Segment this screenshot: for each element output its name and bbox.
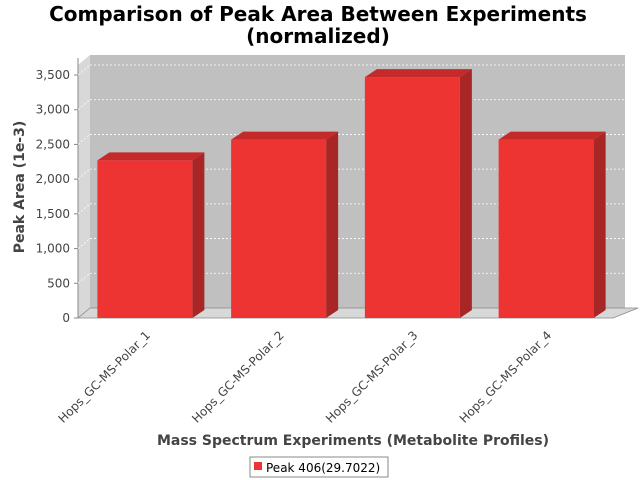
bar-top [231,131,339,140]
legend-swatch [254,462,262,470]
bar [498,139,594,318]
y-axis: 0 500 1,000 1,500 2,000 2,500 3,000 3,500 [36,68,78,325]
x-tick-label: Hops_GC-MS-Polar_2 [189,328,287,426]
plot-background [90,55,625,308]
bar-top [498,131,606,140]
chart-subtitle: (normalized) [246,24,390,48]
gridline-side [77,99,91,111]
x-axis-label: Mass Spectrum Experiments (Metabolite Pr… [157,433,549,449]
bar-side [459,69,472,318]
legend-label: Peak 406(29.7022) [266,461,380,475]
bars [97,69,606,318]
bar-side [326,131,339,318]
bar-top [364,69,472,78]
y-tick-label: 500 [47,276,70,290]
bar [231,139,327,318]
y-tick-label: 2,000 [36,172,70,186]
chart-title: Comparison of Peak Area Between Experime… [49,2,587,26]
gridline-side [77,64,91,76]
bar [97,160,193,318]
y-axis-label: Peak Area (1e-3) [12,121,28,254]
gridline-side [77,168,91,180]
bar-side [192,152,205,318]
y-tick-label: 0 [62,311,70,325]
y-tick-label: 3,500 [36,68,70,82]
bar [364,77,460,318]
legend: Peak 406(29.7022) [249,456,389,478]
gridline-side [77,203,91,215]
plot-area [76,55,639,319]
x-axis: Hops_GC-MS-Polar_1 Hops_GC-MS-Polar_2 Hops… [55,328,554,426]
gridline-side [77,134,91,145]
y-tick-label: 3,000 [36,103,70,117]
y-tick-label: 2,500 [36,137,70,151]
side-wall [78,55,90,318]
gridline-side [77,238,91,249]
y-tick-label: 1,000 [36,242,70,256]
gridline-side [77,272,91,284]
legend-box [249,456,389,478]
x-tick-label: Hops_GC-MS-Polar_4 [457,328,555,426]
x-tick-label: Hops_GC-MS-Polar_3 [323,328,421,426]
bar-top [97,152,205,161]
y-tick-label: 1,500 [36,207,70,221]
bar-side [593,131,606,318]
x-tick-label: Hops_GC-MS-Polar_1 [55,328,153,426]
